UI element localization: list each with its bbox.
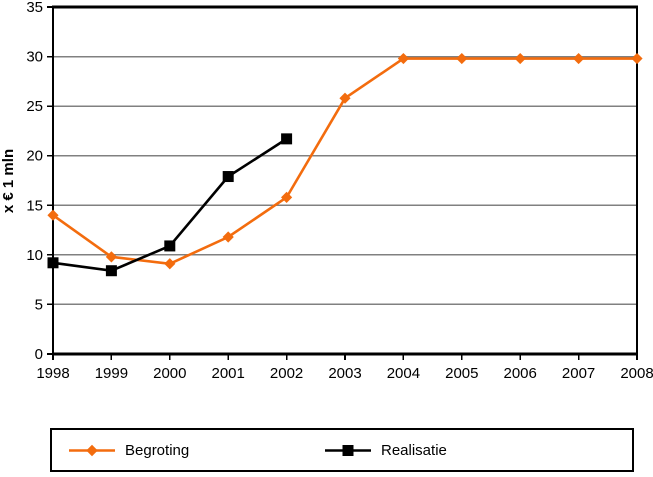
marker-square-realisatie — [164, 240, 176, 252]
marker-diamond-begroting — [47, 209, 59, 221]
x-tick-label: 2008 — [620, 365, 653, 382]
marker-diamond-begroting — [514, 52, 526, 65]
chart-legend: Begroting Realisatie — [50, 428, 634, 472]
realisatie-series-icon — [325, 444, 371, 456]
x-tick-label: 2006 — [504, 365, 537, 382]
x-tick-label: 2004 — [387, 365, 420, 382]
legend-label-realisatie: Realisatie — [381, 442, 447, 459]
x-tick-label: 2000 — [153, 365, 186, 382]
marker-diamond-begroting — [281, 191, 293, 203]
marker-diamond-begroting — [339, 92, 351, 104]
marker-square-realisatie — [222, 171, 234, 183]
marker-square-realisatie — [281, 133, 293, 145]
x-tick-label: 2002 — [270, 365, 303, 382]
marker-square-realisatie — [105, 265, 117, 277]
y-axis-title: x € 1 mln — [0, 149, 17, 213]
x-tick-label: 2003 — [328, 365, 361, 382]
x-tick-label: 2005 — [445, 365, 478, 382]
y-tick-label: 5 — [35, 296, 43, 313]
marker-diamond-begroting — [164, 258, 176, 270]
begroting-series-icon — [69, 444, 115, 456]
legend-item-begroting: Begroting — [68, 430, 189, 470]
marker-diamond-begroting — [397, 52, 409, 65]
marker-diamond-begroting — [222, 231, 234, 243]
marker-diamond-begroting — [105, 251, 117, 263]
y-tick-label: 35 — [26, 0, 43, 16]
marker-square-realisatie — [47, 257, 59, 269]
legend-item-realisatie: Realisatie — [324, 430, 447, 470]
y-tick-label: 30 — [26, 49, 43, 66]
marker-diamond-begroting — [573, 52, 585, 65]
legend-label-begroting: Begroting — [125, 442, 190, 459]
series-line-begroting — [52, 57, 637, 266]
line-chart: 0 5 10 15 20 25 30 35 1998 1999 2000 2001 2002 2003 20… — [0, 0, 653, 382]
y-tick-label: 0 — [35, 346, 43, 363]
x-tick-label: 2001 — [212, 365, 245, 382]
x-tick-label: 1998 — [36, 365, 69, 382]
x-tick-label: 1999 — [95, 365, 128, 382]
marker-diamond-begroting — [456, 52, 468, 65]
marker-diamond-begroting — [631, 52, 643, 65]
y-tick-label: 25 — [26, 98, 43, 115]
y-tick-label: 20 — [26, 148, 43, 165]
y-tick-label: 15 — [26, 197, 43, 214]
y-tick-label: 10 — [26, 247, 43, 264]
x-tick-label: 2007 — [562, 365, 595, 382]
